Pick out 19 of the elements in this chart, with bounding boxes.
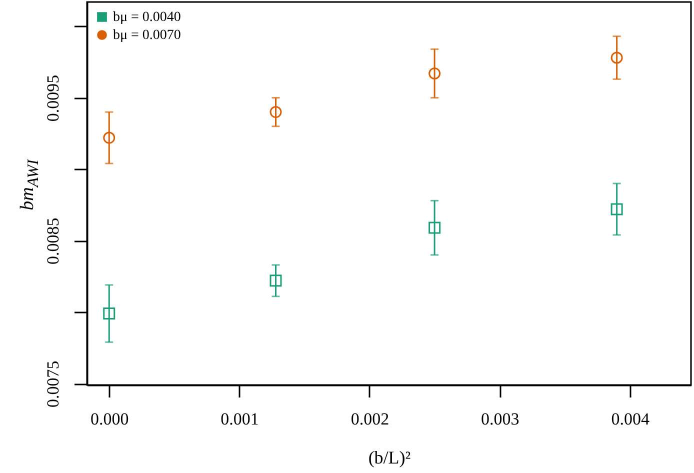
- y-tick-label: 0.0085: [44, 218, 62, 265]
- point: [610, 52, 623, 64]
- x-axis-title: (b/L)²: [368, 448, 411, 468]
- legend-label: bμ = 0.0040: [113, 10, 181, 25]
- y-tick-label: 0.0075: [44, 360, 62, 408]
- point: [428, 67, 441, 80]
- x-tick-label: 0.003: [481, 410, 520, 428]
- point: [103, 308, 116, 320]
- y-tick-label: 0.0095: [44, 74, 62, 122]
- x-tick-label: 0.002: [350, 410, 390, 428]
- x-tick-label: 0.001: [220, 410, 259, 428]
- point: [270, 106, 282, 118]
- x-tick-label: 0.004: [611, 410, 650, 428]
- point: [270, 274, 282, 287]
- point: [610, 203, 623, 216]
- x-tick-label: 0.000: [90, 410, 129, 428]
- point: [103, 132, 116, 144]
- legend-label: bμ = 0.0070: [113, 28, 181, 43]
- point: [428, 222, 441, 234]
